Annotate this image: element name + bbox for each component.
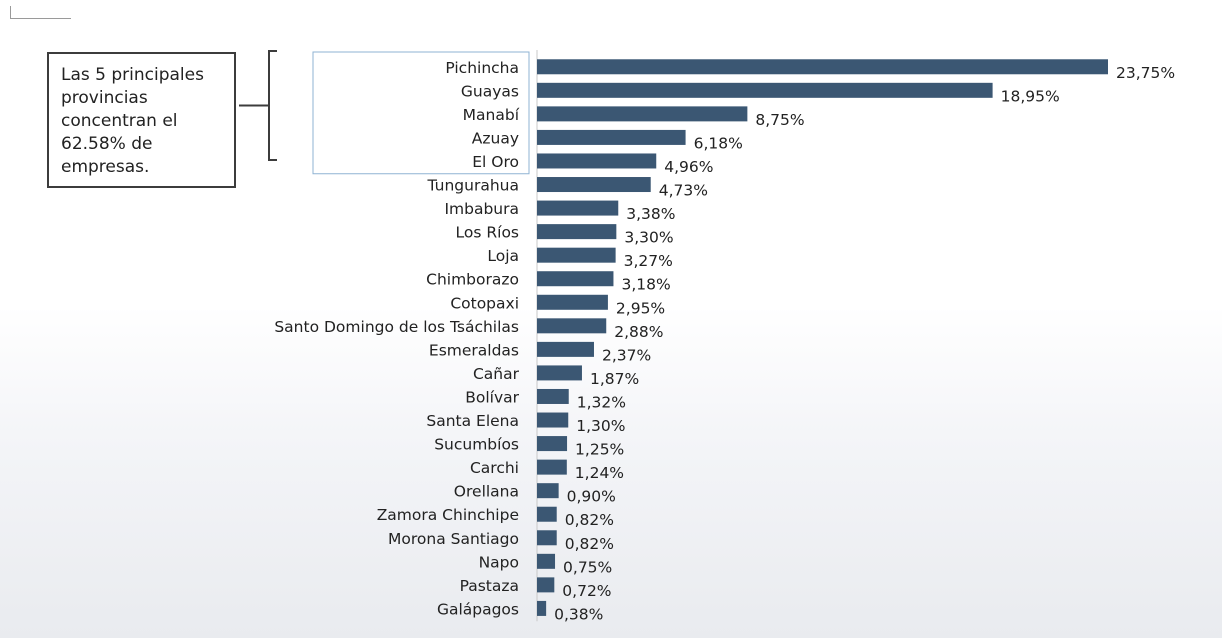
bracket [239, 50, 277, 161]
bar [537, 483, 559, 499]
bar [537, 530, 557, 546]
value-label: 1,30% [576, 417, 625, 435]
bar [537, 459, 567, 475]
category-label: El Oro [472, 153, 519, 171]
value-label: 1,32% [577, 393, 626, 411]
category-label: Manabí [463, 106, 520, 124]
category-label: Pastaza [460, 577, 519, 595]
value-label: 1,24% [575, 464, 624, 482]
value-label: 8,75% [755, 111, 804, 129]
bar [537, 388, 569, 404]
value-label: 1,25% [575, 441, 624, 459]
value-label: 3,38% [626, 205, 675, 223]
value-label: 4,73% [659, 182, 708, 200]
value-label: 6,18% [694, 134, 743, 152]
value-label: 23,75% [1116, 64, 1175, 82]
value-label: 2,37% [602, 346, 651, 364]
bar [537, 577, 555, 593]
callout-text: Las 5 principales provincias concentran … [61, 65, 204, 177]
category-label: Galápagos [437, 600, 519, 618]
bar [537, 271, 614, 287]
category-label: Cotopaxi [450, 294, 519, 312]
bar [537, 177, 651, 193]
bar [537, 412, 569, 428]
value-label: 0,75% [563, 558, 612, 576]
category-label: Sucumbíos [434, 436, 519, 454]
category-label: Morona Santiago [388, 530, 519, 548]
value-label: 0,82% [565, 535, 614, 553]
category-label: Bolívar [465, 388, 519, 406]
bar [537, 436, 568, 452]
bar [537, 294, 608, 310]
bar [537, 82, 993, 98]
bar [537, 318, 607, 334]
bar [537, 200, 619, 216]
bar [537, 341, 594, 357]
category-label: Cañar [473, 365, 520, 383]
bar [537, 129, 686, 145]
bar [537, 247, 616, 263]
value-label: 0,38% [554, 605, 603, 623]
bar [537, 59, 1108, 75]
value-label: 2,88% [614, 323, 663, 341]
category-label: Loja [487, 247, 519, 265]
value-label: 2,95% [616, 299, 665, 317]
bar [537, 106, 748, 122]
value-label: 18,95% [1001, 87, 1060, 105]
category-label: Azuay [472, 129, 519, 147]
bar [537, 506, 557, 522]
value-label: 4,96% [664, 158, 713, 176]
value-label: 3,30% [624, 229, 673, 247]
category-label: Santo Domingo de los Tsáchilas [274, 318, 519, 336]
category-label: Napo [479, 553, 519, 571]
category-label: Santa Elena [426, 412, 519, 430]
category-label: Esmeraldas [429, 341, 519, 359]
highlight-box [312, 51, 530, 175]
category-label: Zamora Chinchipe [377, 506, 519, 524]
category-label: Orellana [454, 483, 519, 501]
bar [537, 365, 582, 381]
corner-mark [10, 6, 71, 19]
value-label: 0,72% [562, 582, 611, 600]
category-label: Pichincha [445, 59, 519, 77]
bar [537, 153, 657, 169]
category-label: Tungurahua [427, 177, 519, 195]
value-label: 0,90% [567, 488, 616, 506]
bar [537, 224, 617, 240]
bar [537, 553, 556, 569]
summary-callout: Las 5 principales provincias concentran … [47, 52, 236, 188]
category-label: Chimborazo [426, 271, 519, 289]
value-label: 0,82% [565, 511, 614, 529]
value-label: 3,27% [624, 252, 673, 270]
value-label: 1,87% [590, 370, 639, 388]
bar [537, 600, 547, 616]
category-label: Los Ríos [456, 224, 519, 242]
value-label: 3,18% [621, 276, 670, 294]
category-label: Carchi [470, 459, 519, 477]
category-label: Guayas [461, 82, 519, 100]
category-label: Imbabura [444, 200, 519, 218]
